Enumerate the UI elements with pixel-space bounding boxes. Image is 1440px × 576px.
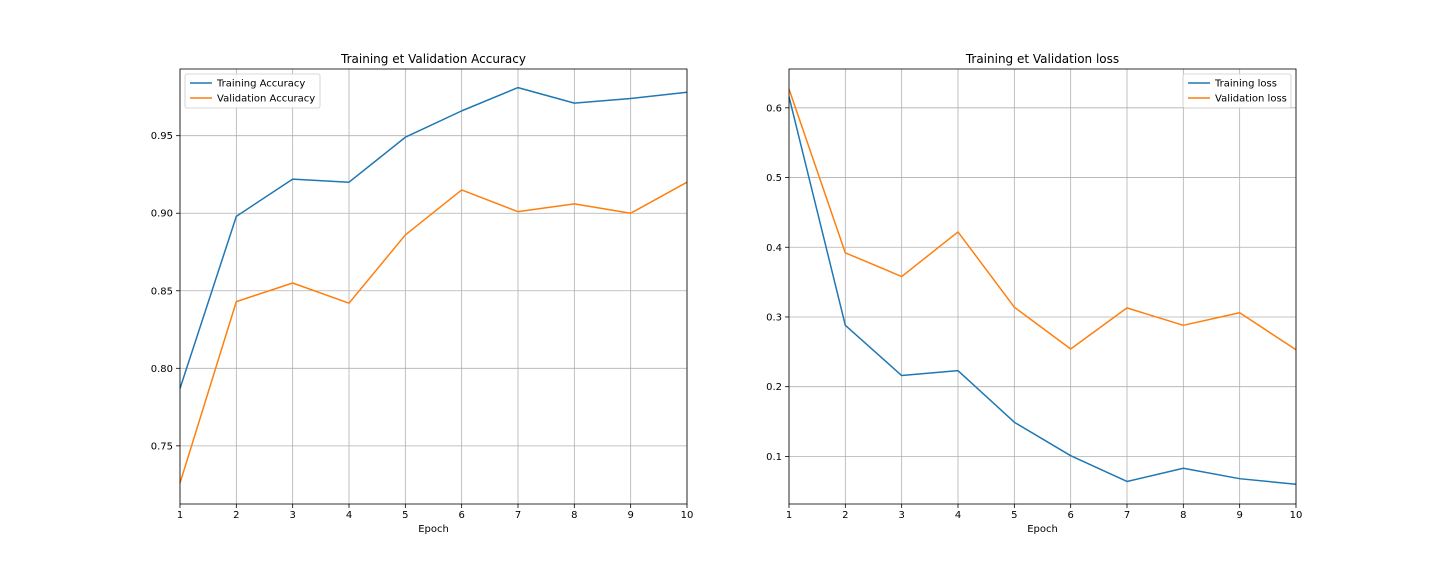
x-tick-label: 10	[1290, 510, 1303, 521]
x-tick-label: 4	[955, 510, 961, 521]
y-tick-label: 0.95	[151, 131, 173, 142]
legend-label: Validation Accuracy	[217, 94, 315, 105]
x-tick-label: 6	[458, 510, 464, 521]
plot-frame	[788, 68, 1297, 505]
legend: Training Accuracy Validation Accuracy	[184, 73, 321, 109]
y-tick-label: 0.4	[766, 243, 782, 254]
accuracy-chart: 1 2 3 4 5 6 7 8 9 10 0.75 0.80 0.85 0.90 0.95 Training …	[151, 52, 694, 535]
y-tick-label: 0.6	[766, 103, 782, 114]
series-line-training-loss	[788, 96, 1297, 486]
y-tick-label: 0.85	[151, 286, 173, 297]
x-tick-label: 3	[289, 510, 295, 521]
y-tick-label: 0.80	[151, 364, 173, 375]
legend-label: Training Accuracy	[216, 79, 305, 90]
loss-chart: 1 2 3 4 5 6 7 8 9 10 0.1 0.2 0.3 0.4 0.5 0.6 Training et…	[766, 52, 1302, 535]
series-line-validation-loss	[788, 88, 1297, 351]
x-tick-label: 8	[1180, 510, 1186, 521]
legend-box	[184, 73, 321, 109]
y-tick-label: 0.1	[766, 452, 782, 463]
legend-label: Validation loss	[1215, 94, 1287, 105]
x-tick-label: 5	[402, 510, 408, 521]
chart-title: Training et Validation Accuracy	[340, 52, 526, 66]
y-tick-label: 0.3	[766, 312, 782, 323]
x-tick-label: 7	[1124, 510, 1130, 521]
series-line-training-accuracy	[179, 86, 688, 389]
x-tick-label: 5	[1011, 510, 1017, 521]
x-axis-label: Epoch	[418, 524, 449, 535]
legend-label: Training loss	[1214, 79, 1277, 90]
x-tick-label: 10	[681, 510, 694, 521]
x-tick-label: 1	[786, 510, 792, 521]
x-tick-label: 7	[515, 510, 521, 521]
x-tick-label: 6	[1067, 510, 1073, 521]
x-axis-label: Epoch	[1027, 524, 1058, 535]
x-tick-label: 9	[1236, 510, 1242, 521]
x-tick-label: 9	[627, 510, 633, 521]
x-tick-label: 2	[842, 510, 848, 521]
chart-title: Training et Validation loss	[965, 52, 1119, 66]
plot-frame	[179, 68, 688, 505]
x-tick-label: 2	[233, 510, 239, 521]
y-tick-label: 0.90	[151, 209, 173, 220]
y-tick-label: 0.75	[151, 441, 173, 452]
y-tick-label: 0.5	[766, 173, 782, 184]
series-line-validation-accuracy	[179, 181, 688, 484]
x-tick-label: 8	[571, 510, 577, 521]
x-tick-label: 1	[177, 510, 183, 521]
x-tick-label: 4	[346, 510, 352, 521]
legend: Training loss Validation loss	[1182, 73, 1292, 109]
y-tick-label: 0.2	[766, 382, 782, 393]
x-tick-label: 3	[898, 510, 904, 521]
